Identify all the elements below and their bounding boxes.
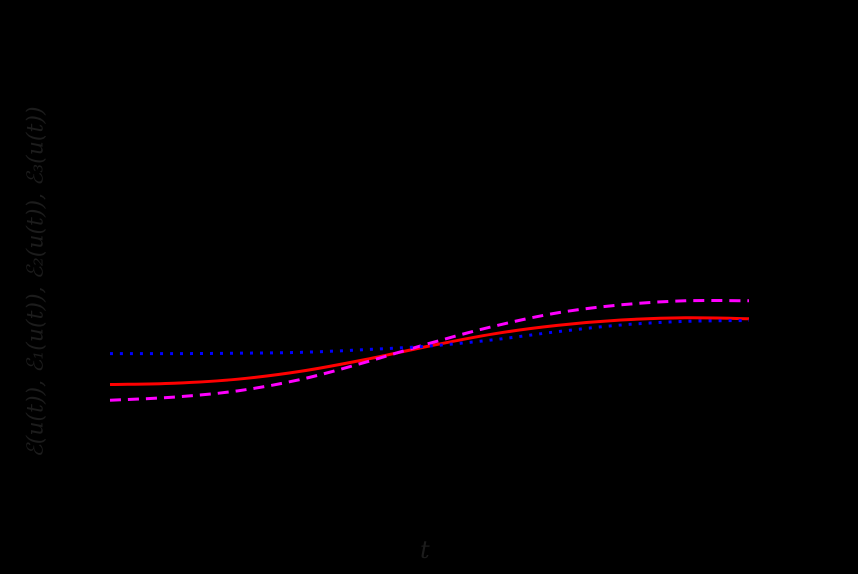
- y-axis-label: ℰ(u(t)), ℰ₁(u(t)), ℰ₂(u(t)), ℰ₃(u(t)): [23, 106, 49, 458]
- series-line-dotted: [109, 318, 750, 356]
- series-line-solid: [109, 316, 750, 387]
- series-layer: [109, 298, 750, 402]
- x-axis-label: t: [420, 536, 430, 564]
- series-line-dashed: [109, 298, 750, 402]
